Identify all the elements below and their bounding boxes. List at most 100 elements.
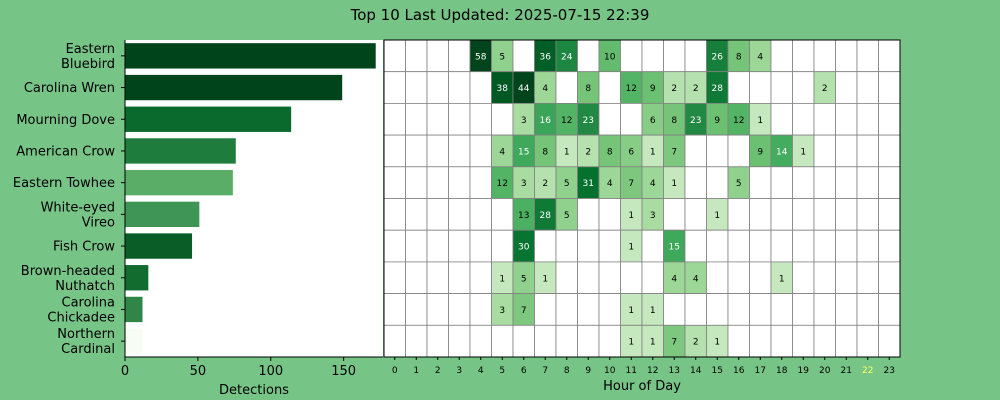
heatmap-cell xyxy=(555,324,578,358)
heatmap-cell xyxy=(684,39,707,73)
heatmap-cell xyxy=(792,261,815,294)
heatmap-cell xyxy=(706,134,729,168)
heatmap-cell xyxy=(856,103,879,136)
heatmap-value: 1 xyxy=(650,338,656,348)
heatmap-cell xyxy=(878,229,901,263)
heatmap-cell xyxy=(620,261,643,294)
heatmap-cell xyxy=(878,39,901,73)
heatmap-cell xyxy=(856,324,879,358)
heatmap-cell xyxy=(641,261,664,294)
bar xyxy=(125,169,233,196)
heatmap-cell xyxy=(835,103,858,136)
heatmap-cell xyxy=(813,229,836,263)
heatmap-cell xyxy=(727,261,750,294)
heatmap-cell xyxy=(835,261,858,294)
heatmap-cell xyxy=(813,39,836,73)
heatmap-value: 3 xyxy=(521,179,527,189)
hour-tick-label: 15 xyxy=(712,366,723,376)
heatmap-value: 30 xyxy=(518,243,530,253)
heatmap-value: 12 xyxy=(626,84,637,94)
heatmap-value: 2 xyxy=(693,338,699,348)
heatmap-value: 7 xyxy=(671,147,677,157)
bar-category-label: Fish Crow xyxy=(53,240,115,255)
heatmap-value: 5 xyxy=(564,211,570,221)
heatmap-cell xyxy=(727,293,750,326)
heatmap-cell xyxy=(770,39,793,73)
bar-category-label: Carolina Wren xyxy=(24,81,115,96)
heatmap-cell xyxy=(426,71,449,104)
heatmap-cell xyxy=(706,261,729,294)
heatmap-value: 44 xyxy=(518,84,530,94)
heatmap-cell xyxy=(749,166,772,199)
heatmap-cell xyxy=(792,198,815,231)
heatmap-cell xyxy=(598,103,621,136)
heatmap-cell xyxy=(663,198,686,231)
heatmap-cell xyxy=(469,293,492,326)
heatmap-cell xyxy=(770,71,793,104)
heatmap-value: 9 xyxy=(650,84,656,94)
heatmap-cell xyxy=(383,71,406,104)
heatmap-value: 2 xyxy=(542,179,548,189)
hour-tick-label: 3 xyxy=(456,366,462,376)
hour-tick-label: 8 xyxy=(564,366,570,376)
heatmap-cell xyxy=(469,166,492,199)
heatmap-cell xyxy=(577,324,600,358)
heatmap-cell xyxy=(469,134,492,168)
heatmap-cell xyxy=(813,134,836,168)
heatmap-value: 8 xyxy=(585,84,591,94)
heatmap-cell xyxy=(405,198,428,231)
heatmap-value: 1 xyxy=(542,274,548,284)
hour-tick-label: 10 xyxy=(604,366,616,376)
heatmap-cell xyxy=(813,103,836,136)
heatmap-value: 1 xyxy=(650,306,656,316)
x-tick-label: 150 xyxy=(331,364,356,379)
heatmap-cell xyxy=(835,324,858,358)
hour-tick-label: 1 xyxy=(413,366,419,376)
heatmap-cell xyxy=(383,134,406,168)
heatmap-cell xyxy=(749,71,772,104)
heatmap-cell xyxy=(792,229,815,263)
heatmap-cell xyxy=(813,261,836,294)
heatmap-cell xyxy=(534,324,557,358)
heatmap-value: 12 xyxy=(733,116,744,126)
heatmap-cell xyxy=(856,261,879,294)
heatmap-value: 1 xyxy=(628,306,634,316)
heatmap-cell xyxy=(835,39,858,73)
heatmap-cell xyxy=(383,198,406,231)
heatmap-cell xyxy=(448,166,471,199)
heatmap-cell xyxy=(405,103,428,136)
heatmap-cell xyxy=(813,293,836,326)
bar-category-label: Mourning Dove xyxy=(16,113,115,128)
heatmap-value: 1 xyxy=(628,211,634,221)
heatmap-cell xyxy=(835,229,858,263)
heatmap-cell xyxy=(770,198,793,231)
heatmap-value: 1 xyxy=(564,147,570,157)
heatmap-cell xyxy=(792,39,815,73)
heatmap-value: 2 xyxy=(585,147,591,157)
heatmap-cell xyxy=(749,293,772,326)
heatmap-cell xyxy=(727,134,750,168)
heatmap-cell xyxy=(426,229,449,263)
heatmap-value: 8 xyxy=(607,147,613,157)
heatmap-value: 26 xyxy=(712,52,724,62)
heatmap-cell xyxy=(835,134,858,168)
heatmap-cell xyxy=(426,166,449,199)
heatmap-value: 4 xyxy=(693,274,699,284)
heatmap-cell xyxy=(598,324,621,358)
heatmap-cell xyxy=(383,39,406,73)
heatmap-value: 7 xyxy=(671,338,677,348)
heatmap-value: 2 xyxy=(822,84,828,94)
heatmap-cell xyxy=(383,103,406,136)
x-tick-label: 0 xyxy=(121,364,129,379)
heatmap-value: 1 xyxy=(757,116,763,126)
bar xyxy=(125,328,143,354)
heatmap-cell xyxy=(878,134,901,168)
heatmap-cell xyxy=(405,166,428,199)
heatmap-cell xyxy=(448,324,471,358)
heatmap-value: 8 xyxy=(671,116,677,126)
heatmap-cell xyxy=(405,134,428,168)
heatmap-value: 8 xyxy=(542,147,548,157)
heatmap-cell xyxy=(426,198,449,231)
heatmap-cell xyxy=(555,293,578,326)
